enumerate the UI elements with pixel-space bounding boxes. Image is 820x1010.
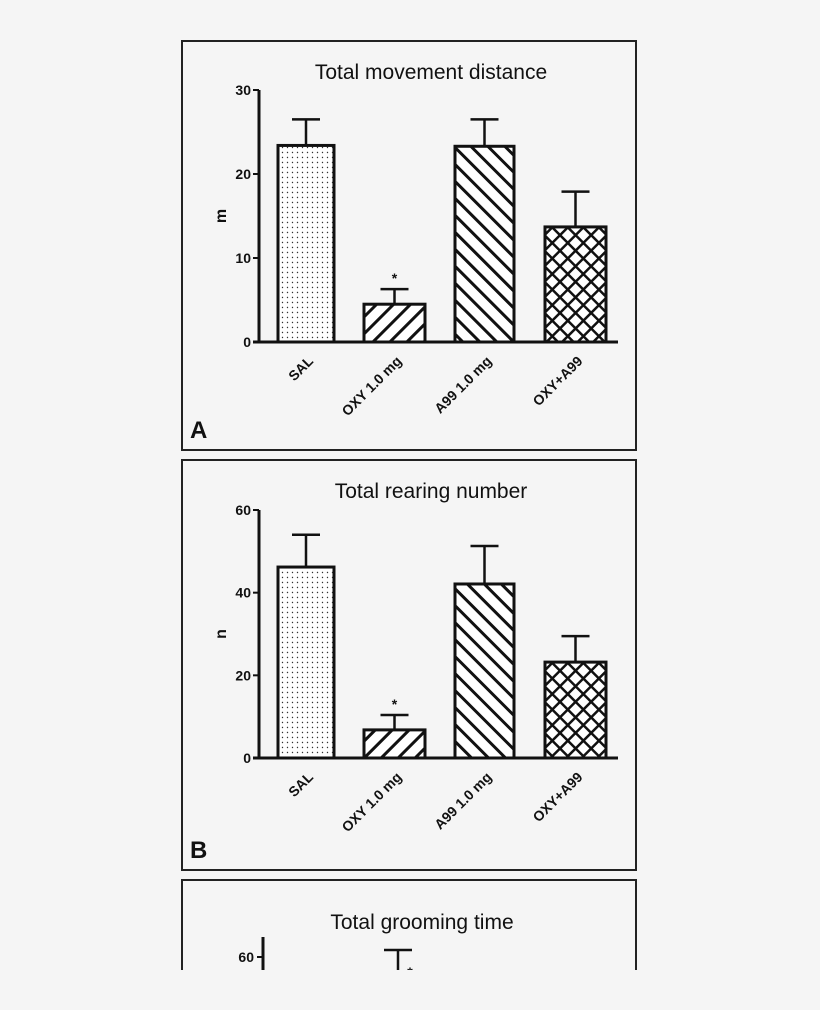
bar-1: [362, 728, 427, 760]
clip-mask: [0, 970, 820, 1010]
y-tick-label: 0: [243, 334, 251, 350]
y-tick-label: 20: [235, 667, 251, 683]
y-tick-label: 40: [235, 585, 251, 601]
bar-1: [362, 302, 427, 344]
y-axis-label: n: [213, 629, 230, 639]
panel-label: A: [190, 417, 207, 444]
y-tick-label: 0: [243, 750, 251, 766]
y-tick-label: 20: [235, 166, 251, 182]
chart-title: Total grooming time: [330, 911, 513, 934]
y-axis-label: m: [213, 209, 230, 223]
bar-2: [453, 144, 516, 344]
y-tick-label: 60: [235, 502, 251, 518]
significance-asterisk: *: [392, 270, 398, 286]
panel-label: B: [190, 837, 207, 864]
y-tick-label: 60: [238, 949, 254, 965]
chart-title: Total rearing number: [335, 480, 528, 503]
bar-0: [276, 143, 336, 344]
bar-3: [543, 660, 608, 760]
bar-0: [276, 565, 336, 760]
significance-asterisk: *: [392, 696, 398, 712]
bar-3: [543, 225, 608, 344]
y-tick-label: 30: [235, 82, 251, 98]
y-tick-label: 10: [235, 250, 251, 266]
bar-2: [453, 582, 516, 760]
chart-title: Total movement distance: [315, 61, 547, 84]
